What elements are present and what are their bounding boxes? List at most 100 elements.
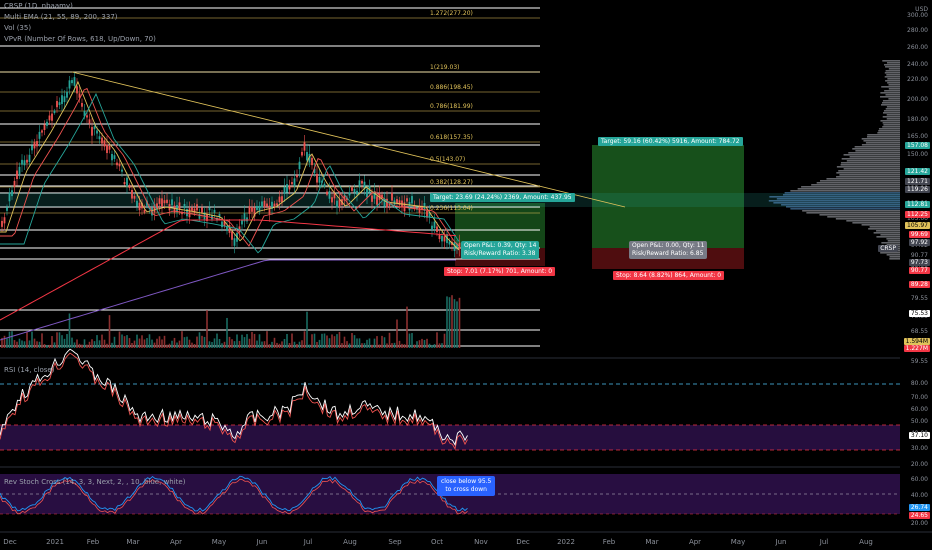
candle-body xyxy=(391,192,393,201)
price-tick: 165.00 xyxy=(907,133,928,140)
vpvr-row xyxy=(852,148,900,150)
candle-body xyxy=(413,206,416,210)
candle-body xyxy=(273,203,276,208)
time-tick: May xyxy=(211,538,227,546)
volume-bar xyxy=(318,339,321,348)
vpvr-row xyxy=(848,152,900,154)
candle-body xyxy=(143,209,146,213)
price-tag: 99.69 xyxy=(908,231,930,238)
volume-bar xyxy=(416,341,418,348)
legend-stoch[interactable]: Rev Stoch Cross (14, 3, 3, Next, 2, , 10… xyxy=(4,478,186,486)
volume-bar xyxy=(383,337,386,348)
volume-bar xyxy=(346,341,348,348)
volume-bar xyxy=(371,344,373,348)
candle-body xyxy=(78,93,81,98)
volume-bar xyxy=(361,343,363,348)
rsi-value-tag: 37.10 xyxy=(908,432,930,439)
candle-body xyxy=(281,196,283,203)
candle-body xyxy=(161,198,163,208)
vpvr-row xyxy=(843,168,900,170)
volume-bar xyxy=(453,299,456,348)
candle-body xyxy=(376,196,378,205)
volume-bar xyxy=(73,342,76,348)
volume-bar xyxy=(348,343,351,348)
target-zone-big[interactable] xyxy=(592,145,744,248)
volume-bar xyxy=(411,333,413,348)
candle-body xyxy=(456,243,458,250)
candle-body xyxy=(13,180,16,187)
candle-body xyxy=(253,207,256,217)
legend-symbol[interactable]: CRSP (1D, nbaamv) xyxy=(4,2,73,10)
volume-bar xyxy=(108,315,111,348)
trendline[interactable] xyxy=(71,71,626,208)
volume-bar xyxy=(126,335,128,348)
fib-label: 1(219.03) xyxy=(430,64,460,71)
candle-body xyxy=(261,201,263,208)
volume-bar xyxy=(271,341,273,348)
vpvr-row xyxy=(868,228,900,230)
vpvr-row xyxy=(888,68,900,70)
volume-bar xyxy=(428,343,431,348)
volume-bar xyxy=(378,344,381,348)
volume-bar xyxy=(93,341,96,348)
volume-bar xyxy=(391,343,393,348)
vpvr-row xyxy=(883,110,900,112)
volume-bar xyxy=(78,343,81,348)
volume-bar xyxy=(186,336,188,348)
candle-body xyxy=(296,175,298,178)
fib-label: 0.618(157.35) xyxy=(430,134,473,141)
vpvr-row xyxy=(881,242,900,244)
candle-body xyxy=(81,102,83,107)
vpvr-row xyxy=(882,126,900,128)
price-axis[interactable]: USD 300.00 280.00 260.00 240.00 220.00 200.00… xyxy=(900,0,932,532)
vpvr-row xyxy=(886,118,900,120)
volume-bar xyxy=(376,336,378,348)
time-tick: 2022 xyxy=(557,538,575,546)
price-tick: 150.00 xyxy=(907,151,928,158)
volume-bar xyxy=(256,340,258,348)
vpvr-row xyxy=(888,84,900,86)
vpvr-row xyxy=(836,172,900,174)
legend-vpvr[interactable]: VPvR (Number Of Rows, 618, Up/Down, 70) xyxy=(4,35,156,43)
candle-body xyxy=(328,191,331,199)
candle-body xyxy=(336,200,338,208)
candle-body xyxy=(21,159,23,165)
candle-body xyxy=(226,226,228,231)
candle-body xyxy=(366,188,368,198)
candle-body xyxy=(271,201,273,209)
volume-bar xyxy=(86,344,88,348)
volume-bar xyxy=(236,334,238,348)
candle-body xyxy=(71,80,73,84)
candle-body xyxy=(1,220,3,227)
volume-bar xyxy=(288,343,291,348)
price-tick: 260.00 xyxy=(907,44,928,51)
volume-bar xyxy=(333,336,336,348)
candle-body xyxy=(356,190,358,195)
vpvr-row xyxy=(880,252,900,254)
time-tick: Apr xyxy=(169,538,183,546)
time-tick: Mar xyxy=(126,538,140,546)
volume-bar xyxy=(426,338,428,348)
legend-rsi[interactable]: RSI (14, close) xyxy=(4,366,55,374)
candle-body xyxy=(351,187,353,191)
volume-bar xyxy=(278,343,281,348)
volume-bar xyxy=(13,340,16,348)
target-zone-small[interactable] xyxy=(455,203,545,248)
volume-bar xyxy=(393,342,396,348)
candle-body xyxy=(231,231,233,240)
price-tag: 121.71 xyxy=(905,178,930,185)
stoch-tick: 40.00 xyxy=(910,492,928,499)
candle-body xyxy=(133,195,136,199)
candle-body xyxy=(201,207,203,213)
volume-bar xyxy=(8,331,11,348)
volume-bar xyxy=(123,336,126,348)
legend-ema[interactable]: Multi EMA (21, 55, 89, 200, 337) xyxy=(4,13,118,21)
legend-vol[interactable]: Vol (35) xyxy=(4,24,32,32)
vpvr-row xyxy=(883,124,900,126)
vpvr-row xyxy=(865,142,900,144)
rsi-tick: 70.00 xyxy=(910,394,928,401)
rsi-line xyxy=(0,348,468,446)
volume-bar xyxy=(21,340,23,348)
volume-bar xyxy=(11,331,13,348)
rsi-tick: 20.00 xyxy=(910,461,928,468)
